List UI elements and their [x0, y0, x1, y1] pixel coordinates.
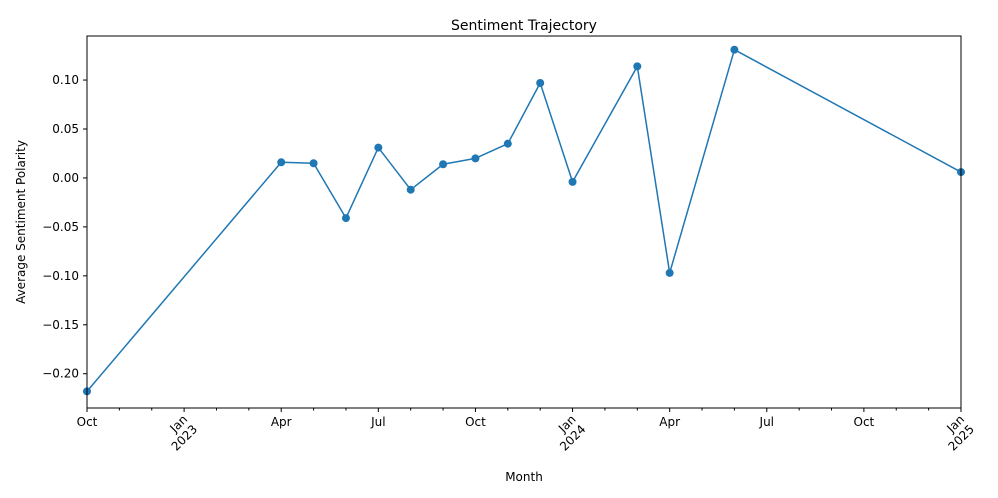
y-axis-label: Average Sentiment Polarity	[14, 140, 28, 304]
chart-title: Sentiment Trajectory	[451, 18, 597, 34]
data-point	[341, 214, 350, 223]
x-tick-label: Apr	[271, 415, 292, 429]
x-tick-label: Oct	[77, 415, 98, 429]
x-axis-label: Month	[505, 470, 543, 484]
data-point	[633, 62, 642, 71]
x-tick-label: Oct	[465, 415, 486, 429]
data-point	[309, 159, 318, 168]
y-tick-label: −0.10	[42, 269, 79, 283]
plot-frame	[86, 35, 962, 409]
data-point	[568, 177, 577, 186]
y-tick-label: −0.05	[42, 220, 79, 234]
data-point	[730, 45, 739, 54]
data-point	[503, 139, 512, 148]
y-axis: 0.10 0.05 0.00 −0.05 −0.10 −0.15 −0.20	[42, 73, 87, 381]
x-tick-label: Jul	[759, 415, 774, 429]
data-point	[536, 78, 545, 87]
data-point	[374, 143, 383, 152]
data-point	[439, 160, 448, 169]
x-tick-label: Oct	[854, 415, 875, 429]
y-tick-label: −0.15	[42, 318, 79, 332]
data-point	[471, 154, 480, 163]
series-line	[86, 48, 962, 392]
y-tick-label: 0.05	[52, 122, 79, 136]
data-point	[665, 268, 674, 277]
y-tick-label: 0.00	[52, 171, 79, 185]
data-point	[406, 185, 415, 194]
x-tick-label: Jul	[370, 415, 385, 429]
data-point	[277, 158, 286, 167]
x-tick-label: Apr	[659, 415, 680, 429]
y-tick-label: −0.20	[42, 367, 79, 381]
y-tick-label: 0.10	[52, 73, 79, 87]
series-layer	[83, 45, 965, 396]
